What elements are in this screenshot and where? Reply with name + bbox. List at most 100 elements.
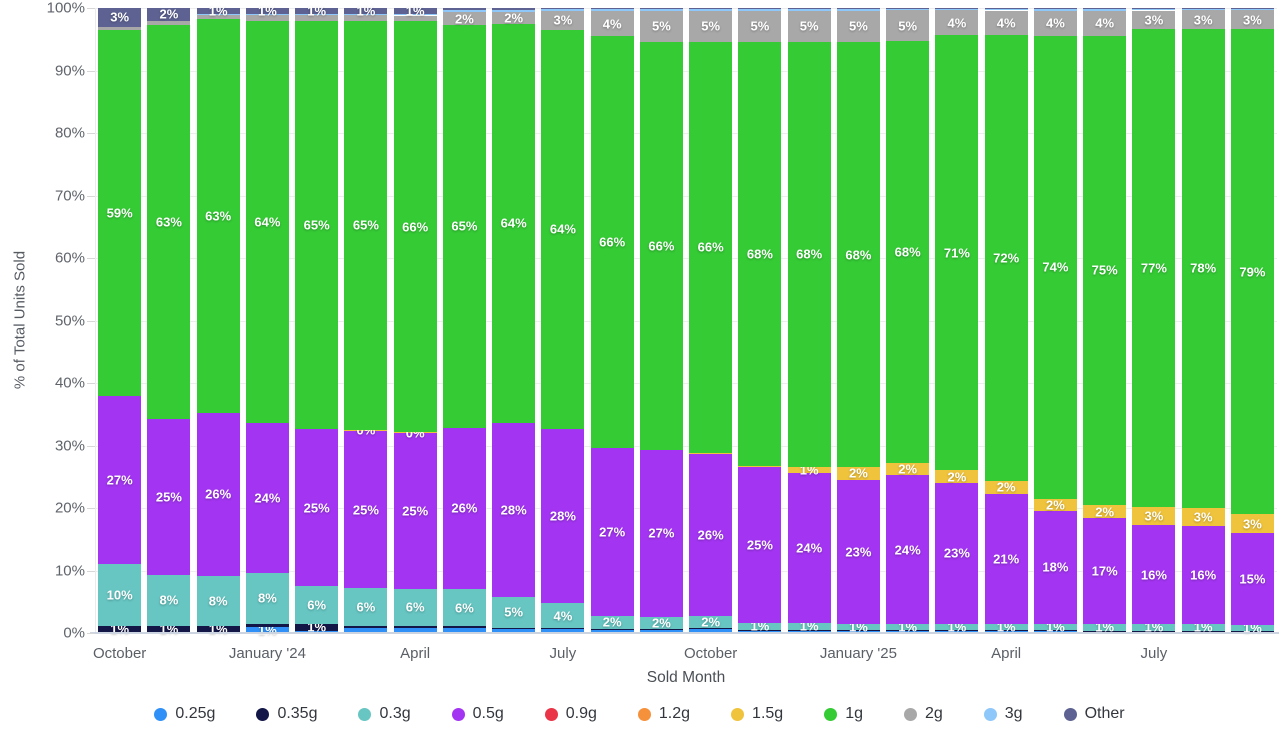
bar-segment-2g[interactable]	[295, 14, 339, 21]
bar-segment-Other[interactable]	[1132, 8, 1176, 9]
bar-segment-0.25g[interactable]	[344, 627, 388, 633]
bar-segment-0.35g[interactable]: 1%	[196, 622, 240, 635]
bar-segment-1.5g[interactable]: 2%	[1083, 505, 1127, 518]
bar-segment-1g[interactable]: 66%	[590, 36, 634, 448]
bar-segment-0.35g[interactable]	[344, 626, 388, 628]
bar-segment-1g[interactable]: 64%	[541, 29, 585, 429]
bar-segment-0.3g[interactable]: 6%	[295, 586, 339, 625]
bar-segment-0.35g[interactable]	[689, 628, 733, 630]
bar-segment-3g[interactable]	[1230, 8, 1274, 11]
bar-segment-1.5g[interactable]: 2%	[984, 481, 1028, 494]
bar-segment-0.25g[interactable]	[1033, 630, 1077, 633]
bar-segment-0.3g[interactable]: 6%	[442, 589, 486, 627]
bar-segment-3g[interactable]	[689, 8, 733, 11]
bar-segment-0.35g[interactable]: 1%	[98, 622, 142, 635]
legend-item-1.5g[interactable]: 1.5g	[731, 705, 783, 723]
bar-segment-Other[interactable]	[836, 8, 880, 9]
bar-segment-1g[interactable]: 79%	[1230, 28, 1274, 515]
bar-segment-2g[interactable]: 4%	[1083, 10, 1127, 36]
bar-segment-3g[interactable]	[442, 10, 486, 13]
bar-segment-2g[interactable]: 3%	[1132, 10, 1176, 30]
bar-segment-2g[interactable]: 5%	[886, 10, 930, 42]
bar-segment-3g[interactable]	[1083, 8, 1127, 11]
bar-segment-0.35g[interactable]	[590, 628, 634, 630]
bar-segment-1.5g[interactable]: 1%	[787, 464, 831, 477]
bar-segment-0.35g[interactable]	[836, 629, 880, 632]
bar-segment-0.5g[interactable]: 15%	[1230, 532, 1274, 626]
bar-segment-1.5g[interactable]: 2%	[935, 470, 979, 483]
bar-segment-1g[interactable]: 68%	[886, 41, 930, 463]
bar-segment-Other[interactable]: 1%	[245, 5, 289, 18]
bar-segment-0.35g[interactable]	[442, 626, 486, 629]
bar-segment-2g[interactable]: 4%	[590, 11, 634, 37]
legend-item-0.35g[interactable]: 0.35g	[256, 705, 317, 723]
legend-item-3g[interactable]: 3g	[983, 705, 1023, 723]
bar-segment-1g[interactable]: 71%	[935, 35, 979, 471]
bar-segment-1g[interactable]: 63%	[196, 19, 240, 413]
bar-segment-1g[interactable]: 66%	[689, 41, 733, 453]
bar-segment-0.3g[interactable]: 6%	[344, 588, 388, 627]
bar-segment-Other[interactable]	[442, 8, 486, 11]
legend-item-other[interactable]: Other	[1063, 705, 1125, 723]
bar-segment-0.35g[interactable]	[935, 629, 979, 632]
bar-segment-Other[interactable]	[886, 8, 930, 9]
bar-segment-2g[interactable]	[147, 20, 191, 25]
bar-segment-2g[interactable]: 3%	[1230, 10, 1274, 29]
bar-segment-2g[interactable]: 2%	[492, 11, 536, 24]
bar-segment-1g[interactable]: 66%	[639, 41, 683, 450]
bar-segment-0.3g[interactable]: 2%	[639, 616, 683, 629]
bar-segment-0.3g[interactable]: 5%	[492, 596, 536, 629]
legend-item-1g[interactable]: 1g	[824, 705, 863, 723]
bar-segment-0.3g[interactable]: 4%	[541, 603, 585, 629]
bar-segment-0.35g[interactable]	[787, 629, 831, 631]
bar-segment-0.5g[interactable]: 25%	[393, 432, 437, 589]
bar-segment-3g[interactable]	[1181, 8, 1225, 11]
bar-segment-1g[interactable]: 59%	[98, 30, 142, 397]
bar-segment-0.5g[interactable]: 26%	[442, 427, 486, 589]
bar-segment-Other[interactable]	[935, 8, 979, 9]
bar-segment-Other[interactable]: 1%	[196, 5, 240, 18]
bar-segment-0.5g[interactable]: 16%	[1132, 525, 1176, 625]
bar-segment-0.3g[interactable]: 1%	[1083, 621, 1127, 634]
bar-segment-0.3g[interactable]: 8%	[245, 573, 289, 624]
bar-segment-2g[interactable]	[344, 14, 388, 21]
bar-segment-0.3g[interactable]: 6%	[393, 588, 437, 627]
bar-segment-3g[interactable]	[393, 14, 437, 16]
bar-segment-1.5g[interactable]: 2%	[836, 467, 880, 480]
bar-segment-0.5g[interactable]: 23%	[836, 479, 880, 624]
bar-segment-Other[interactable]	[492, 8, 536, 10]
bar-segment-0.5g[interactable]: 28%	[541, 428, 585, 604]
bar-segment-3g[interactable]	[590, 9, 634, 12]
bar-segment-0.5g[interactable]: 25%	[295, 429, 339, 587]
bar-segment-0.35g[interactable]	[1083, 630, 1127, 632]
bar-segment-0.25g[interactable]	[984, 630, 1028, 633]
bar-segment-3g[interactable]	[344, 14, 388, 15]
bar-segment-1.5g[interactable]: 0%	[393, 426, 437, 439]
bar-segment-3g[interactable]	[984, 8, 1028, 11]
bar-segment-0.5g[interactable]: 27%	[98, 396, 142, 564]
bar-segment-0.3g[interactable]: 8%	[196, 575, 240, 626]
legend-item-0.25g[interactable]: 0.25g	[154, 705, 215, 723]
bar-segment-3g[interactable]	[738, 8, 782, 11]
legend-item-0.9g[interactable]: 0.9g	[544, 705, 597, 723]
bar-segment-0.3g[interactable]: 1%	[886, 621, 930, 634]
bar-segment-0.3g[interactable]: 1%	[1181, 621, 1225, 634]
bar-segment-0.5g[interactable]: 25%	[344, 430, 388, 589]
bar-segment-0.5g[interactable]: 21%	[984, 493, 1028, 624]
bar-segment-2g[interactable]: 4%	[1033, 10, 1077, 36]
bar-segment-1.5g[interactable]	[738, 465, 782, 468]
bar-segment-Other[interactable]	[1033, 8, 1077, 9]
bar-segment-0.5g[interactable]: 16%	[1181, 526, 1225, 625]
bar-segment-Other[interactable]	[1083, 8, 1127, 9]
bar-segment-0.35g[interactable]	[541, 628, 585, 630]
bar-segment-1g[interactable]: 65%	[344, 20, 388, 431]
bar-segment-0.25g[interactable]	[738, 630, 782, 633]
bar-segment-0.5g[interactable]: 24%	[787, 473, 831, 624]
bar-segment-2g[interactable]: 5%	[639, 10, 683, 42]
bar-segment-1g[interactable]: 68%	[836, 41, 880, 468]
bar-segment-1g[interactable]: 68%	[787, 41, 831, 467]
bar-segment-2g[interactable]: 5%	[836, 10, 880, 42]
bar-segment-Other[interactable]	[1230, 8, 1274, 9]
bar-segment-1.5g[interactable]: 3%	[1230, 514, 1274, 533]
bar-segment-0.35g[interactable]	[1181, 630, 1225, 632]
